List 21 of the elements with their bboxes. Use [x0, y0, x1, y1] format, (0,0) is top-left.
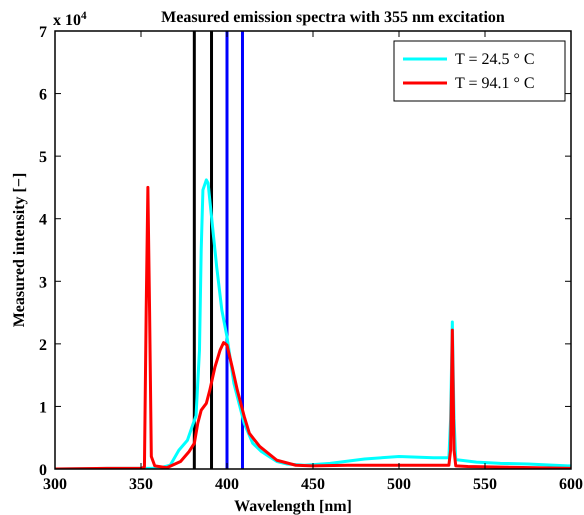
x-tick-label: 300 — [43, 476, 67, 493]
x-tick-label: 550 — [473, 476, 497, 493]
y-tick-label: 1 — [39, 399, 47, 416]
x-tick-label: 350 — [129, 476, 153, 493]
x-tick-label: 450 — [301, 476, 325, 493]
y-tick-label: 3 — [39, 274, 47, 292]
y-tick-label: 7 — [39, 24, 47, 41]
legend-label: T = 94.1 ° C — [455, 75, 535, 92]
x-tick-label: 400 — [215, 476, 239, 493]
x-tick-label: 500 — [387, 476, 411, 493]
y-tick-label: 6 — [39, 86, 47, 104]
y-tick-label: 2 — [39, 336, 47, 354]
y-axis-title: Measured intensity [−] — [11, 172, 28, 328]
legend-label: T = 24.5 ° C — [455, 51, 535, 68]
chart-title: Measured emission spectra with 355 nm excitation — [161, 9, 505, 26]
y-tick-label: 4 — [39, 212, 47, 229]
x-axis-title: Wavelength [nm] — [234, 498, 352, 515]
y-tick-label: 5 — [39, 149, 47, 166]
x-tick-label: 600 — [559, 476, 583, 493]
text: x 10$^{4}$ — [53, 10, 87, 29]
y-tick-label: 0 — [39, 462, 47, 479]
